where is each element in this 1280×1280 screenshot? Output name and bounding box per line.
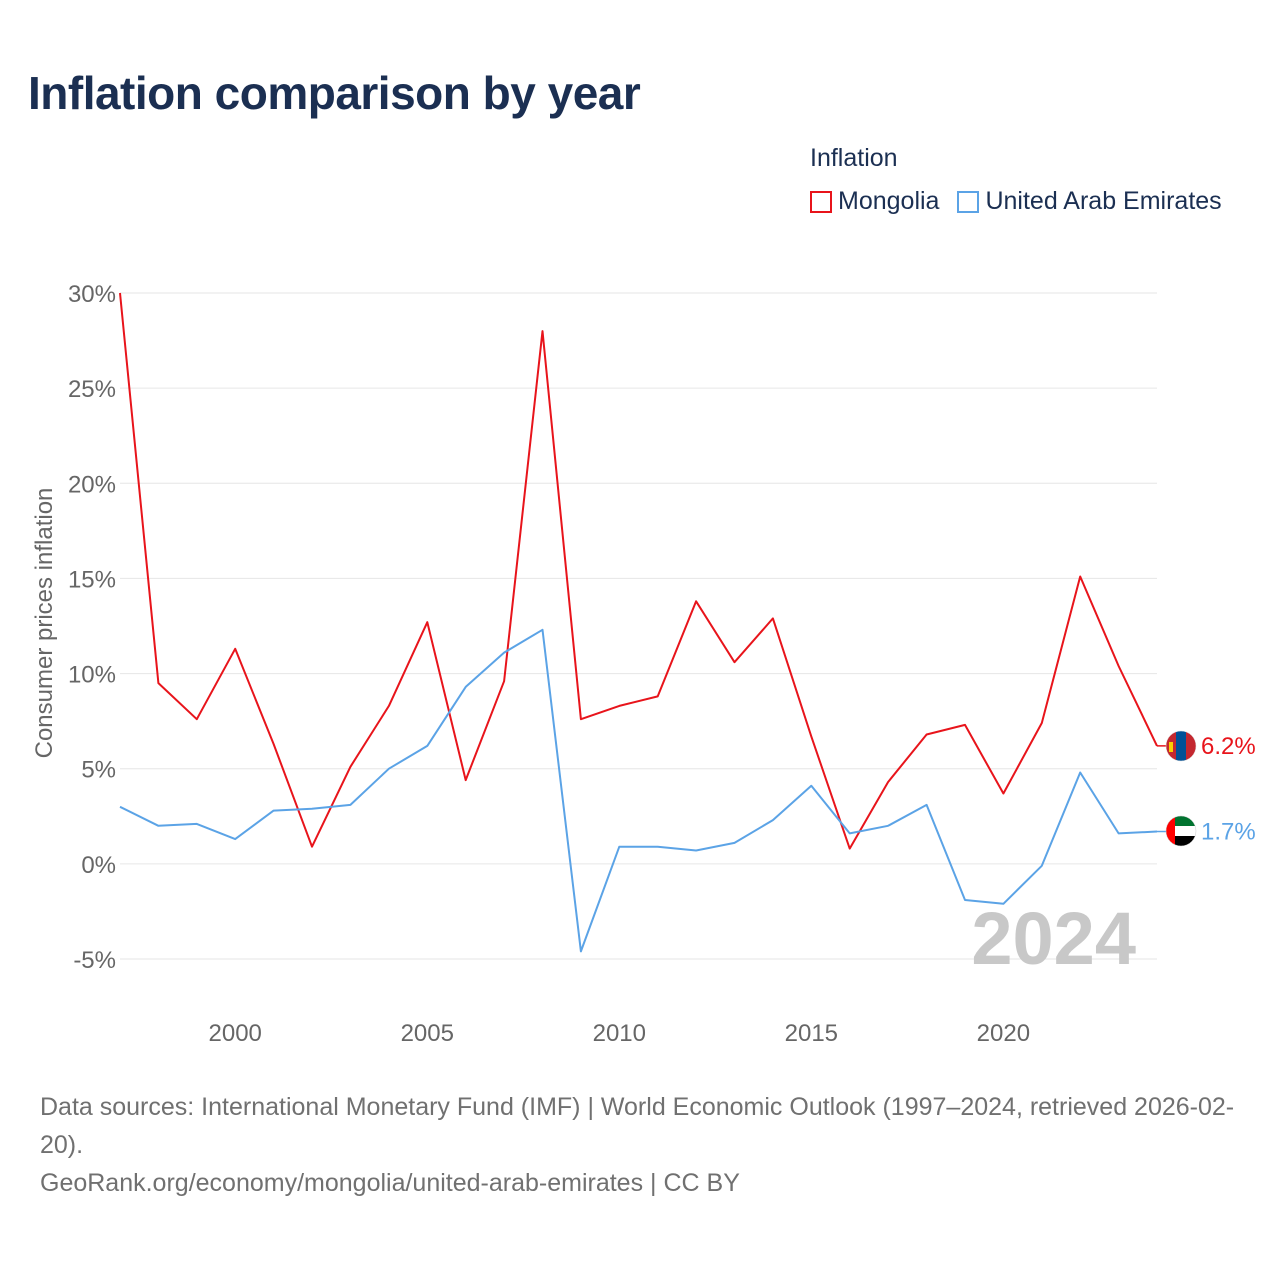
mongolia-flag-border <box>1165 730 1197 762</box>
y-tick-label: 15% <box>68 566 116 593</box>
legend: Inflation Mongolia United Arab Emirates <box>810 144 1222 216</box>
y-tick-label: 20% <box>68 471 116 498</box>
mongolia-flag-icon <box>1166 731 1196 761</box>
y-axis-label: Consumer prices inflation <box>31 488 58 759</box>
legend-item-uae[interactable]: United Arab Emirates <box>957 187 1222 216</box>
uae-flag-icon <box>1166 816 1196 846</box>
legend-label-mongolia: Mongolia <box>838 187 940 215</box>
year-watermark: 2024 <box>971 897 1136 980</box>
legend-swatch-mongolia <box>810 190 832 213</box>
y-tick-label: 25% <box>68 376 116 403</box>
page-title: Inflation comparison by year <box>28 67 641 119</box>
credit-link[interactable]: GeoRank.org/economy/mongolia/united-arab… <box>40 1169 740 1197</box>
legend-label-uae: United Arab Emirates <box>985 187 1222 215</box>
y-tick-label: 10% <box>68 662 116 689</box>
line-chart: -5% 0% 5% 10% 15% 20% 25% 30% 2000 2005 2010 2015 2… <box>31 281 1256 1047</box>
x-tick-label: 2000 <box>209 1020 262 1047</box>
legend-item-mongolia[interactable]: Mongolia <box>810 187 939 216</box>
x-tick-label: 2015 <box>785 1020 838 1047</box>
x-tick-label: 2010 <box>593 1020 646 1047</box>
footer: Data sources: International Monetary Fun… <box>40 1088 1250 1202</box>
end-value-label-mongolia: 6.2% <box>1201 733 1256 760</box>
series-line-uae[interactable] <box>119 628 1158 953</box>
legend-swatch-uae <box>957 190 980 213</box>
series-line-mongolia[interactable] <box>119 292 1158 850</box>
data-sources-text: Data sources: International Monetary Fun… <box>40 1093 1235 1159</box>
y-tick-label: 30% <box>68 281 116 308</box>
legend-title: Inflation <box>810 144 898 172</box>
x-tick-label: 2020 <box>977 1020 1030 1047</box>
y-tick-label: 0% <box>81 852 116 879</box>
y-tick-label: 5% <box>81 757 116 784</box>
y-tick-label: -5% <box>73 947 116 974</box>
uae-flag-border <box>1165 815 1197 847</box>
end-value-label-uae: 1.7% <box>1201 819 1256 846</box>
x-tick-label: 2005 <box>401 1020 454 1047</box>
